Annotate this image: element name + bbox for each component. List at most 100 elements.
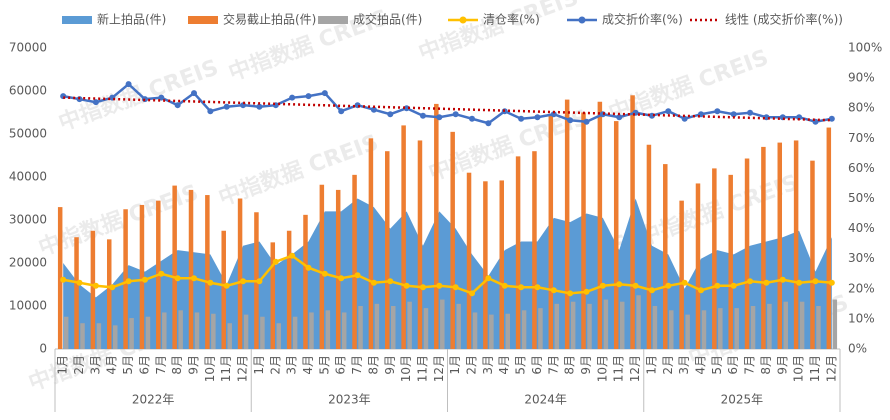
line-marker bbox=[632, 282, 639, 289]
x-tick-label: 5月 bbox=[710, 355, 724, 375]
line-marker bbox=[697, 287, 704, 294]
line-marker bbox=[141, 276, 148, 283]
bar bbox=[619, 301, 625, 349]
x-tick-label: 9月 bbox=[579, 355, 593, 375]
y-tick-label: 40000 bbox=[9, 170, 47, 184]
bar bbox=[793, 140, 799, 349]
bar bbox=[652, 306, 658, 349]
line-marker bbox=[779, 114, 786, 121]
bar bbox=[407, 301, 412, 349]
x-tick-label: 7月 bbox=[743, 355, 757, 375]
bar bbox=[368, 138, 374, 349]
x-tick-label: 1月 bbox=[644, 355, 658, 375]
bar bbox=[466, 172, 472, 349]
x-tick-label: 1月 bbox=[252, 355, 266, 375]
line-marker bbox=[370, 106, 377, 113]
bar bbox=[112, 325, 118, 349]
bar bbox=[712, 168, 717, 349]
line-marker bbox=[681, 279, 688, 286]
bar bbox=[423, 308, 429, 349]
bar bbox=[319, 184, 325, 349]
bar bbox=[178, 310, 183, 349]
bar bbox=[325, 310, 331, 349]
bar bbox=[799, 301, 805, 349]
y-tick-label: 0 bbox=[39, 342, 47, 356]
line-marker bbox=[321, 90, 328, 97]
bar bbox=[90, 230, 96, 349]
bar bbox=[309, 312, 314, 349]
bar bbox=[832, 299, 838, 349]
bar bbox=[515, 156, 521, 349]
line-marker bbox=[305, 93, 312, 100]
line-marker bbox=[665, 282, 672, 289]
bar bbox=[456, 303, 461, 349]
bar bbox=[221, 230, 226, 349]
line-marker bbox=[207, 108, 214, 115]
line-marker bbox=[174, 102, 181, 109]
bar bbox=[57, 207, 63, 349]
line-marker bbox=[338, 275, 345, 282]
legend-swatch bbox=[188, 16, 218, 24]
bar bbox=[374, 303, 380, 349]
x-tick-label: 6月 bbox=[726, 355, 740, 375]
x-tick-label: 9月 bbox=[775, 355, 789, 375]
line-marker bbox=[321, 270, 328, 277]
year-label: 2023年 bbox=[328, 393, 371, 407]
bar bbox=[129, 318, 134, 349]
bar bbox=[701, 310, 707, 349]
line-marker bbox=[567, 117, 574, 124]
x-tick-label: 2月 bbox=[268, 355, 282, 375]
x-tick-label: 6月 bbox=[334, 355, 348, 375]
bar bbox=[335, 189, 341, 349]
bar bbox=[581, 112, 586, 349]
y2-tick-label: 70% bbox=[848, 131, 875, 145]
x-tick-label: 4月 bbox=[693, 355, 707, 375]
legend-label: 线性 (成交折价率(%)) bbox=[725, 12, 843, 27]
x-tick-label: 5月 bbox=[121, 355, 135, 375]
line-marker bbox=[583, 118, 590, 125]
line-marker bbox=[485, 120, 492, 127]
y2-tick-label: 90% bbox=[848, 71, 875, 85]
watermark: 中指数据 CREIS bbox=[415, 0, 582, 66]
line-marker bbox=[370, 279, 377, 286]
x-tick-label: 3月 bbox=[285, 355, 299, 375]
bar bbox=[63, 316, 69, 349]
line-marker bbox=[779, 276, 786, 283]
line-marker bbox=[158, 94, 165, 101]
x-tick-label: 5月 bbox=[317, 355, 331, 375]
bar bbox=[123, 209, 128, 349]
bar bbox=[669, 310, 674, 349]
bar bbox=[750, 306, 756, 349]
x-tick-label: 11月 bbox=[808, 355, 822, 382]
bar bbox=[663, 164, 668, 349]
line-marker bbox=[240, 278, 247, 285]
line-marker bbox=[419, 112, 426, 119]
bar bbox=[74, 237, 79, 349]
legend-swatch bbox=[62, 16, 92, 24]
legend-label: 清仓率(%) bbox=[483, 12, 540, 27]
x-tick-label: 9月 bbox=[383, 355, 397, 375]
line-marker bbox=[763, 279, 770, 286]
x-tick-label: 2月 bbox=[661, 355, 675, 375]
line-marker bbox=[223, 103, 230, 110]
x-tick-label: 2月 bbox=[465, 355, 479, 375]
x-tick-label: 10月 bbox=[399, 355, 413, 382]
line-marker bbox=[534, 114, 541, 121]
bar bbox=[440, 299, 445, 349]
bar bbox=[679, 200, 684, 349]
line-marker bbox=[256, 278, 263, 285]
line-marker bbox=[92, 99, 99, 106]
x-tick-label: 11月 bbox=[612, 355, 626, 382]
y2-tick-label: 80% bbox=[848, 101, 875, 115]
bar bbox=[718, 308, 723, 349]
bar bbox=[489, 314, 494, 349]
legend-label: 成交折价率(%) bbox=[602, 12, 683, 27]
bar bbox=[270, 242, 276, 349]
bar bbox=[172, 185, 177, 349]
bar bbox=[450, 131, 455, 349]
line-marker bbox=[828, 279, 835, 286]
bar bbox=[734, 308, 739, 349]
bar bbox=[292, 316, 298, 349]
x-tick-label: 8月 bbox=[366, 355, 380, 375]
y-tick-label: 20000 bbox=[9, 256, 47, 270]
